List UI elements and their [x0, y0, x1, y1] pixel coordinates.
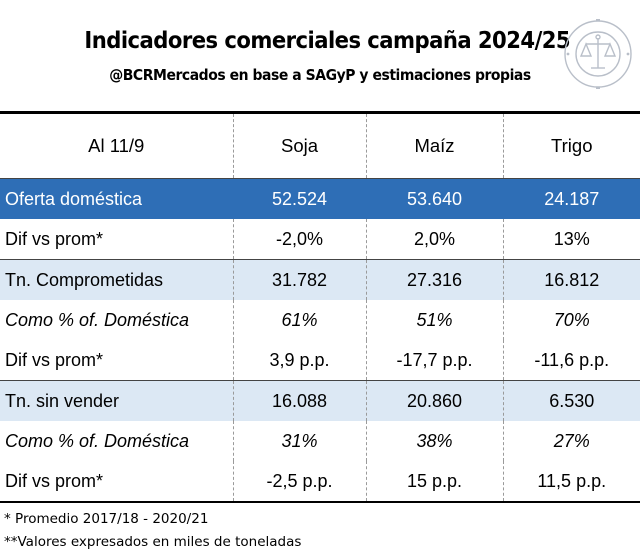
table-header-row: Al 11/9 Soja Maíz Trigo [0, 114, 640, 179]
table-row-comprometidas-dif: Dif vs prom* 3,9 p.p. -17,7 p.p. -11,6 p… [0, 340, 640, 381]
footnote-average: * Promedio 2017/18 - 2020/21 [4, 511, 209, 527]
table-row-dif-vs-prom: Dif vs prom* -2,0% 2,0% 13% [0, 219, 640, 260]
cell-maiz: 2,0% [365, 219, 503, 260]
cell-maiz: 15 p.p. [365, 461, 503, 503]
cell-maiz: 53.640 [365, 178, 503, 219]
cell-maiz: 38% [365, 421, 503, 461]
cell-trigo: 6.530 [502, 380, 640, 421]
top-rule [0, 111, 640, 114]
cell-soja: 52.524 [232, 178, 366, 219]
row-label: Como % of. Doméstica [5, 309, 190, 330]
row-label: Como % of. Doméstica [5, 430, 190, 451]
column-header-date: Al 11/9 [88, 135, 145, 156]
row-label: Tn. sin vender [0, 380, 233, 421]
table-row-tn-sin-vender: Tn. sin vender 16.088 20.860 6.530 [0, 380, 640, 421]
table-row-comprometidas-pct: Como % of. Doméstica 61% 51% 70% [0, 300, 640, 340]
footnotes: * Promedio 2017/18 - 2020/21 **Valores e… [4, 508, 301, 554]
bcr-seal-icon [564, 19, 632, 89]
table-row-tn-comprometidas: Tn. Comprometidas 31.782 27.316 16.812 [0, 259, 640, 300]
cell-soja: 16.088 [232, 380, 366, 421]
table-row-sin-vender-pct: Como % of. Doméstica 31% 38% 27% [0, 421, 640, 461]
cell-soja: 3,9 p.p. [232, 340, 366, 381]
column-header-trigo: Trigo [502, 114, 640, 179]
row-label: Tn. Comprometidas [0, 259, 233, 300]
indicators-table: Al 11/9 Soja Maíz Trigo Oferta doméstica… [0, 114, 640, 503]
cell-trigo: -11,6 p.p. [502, 340, 640, 381]
cell-soja: -2,0% [232, 219, 366, 260]
header: Indicadores comerciales campaña 2024/25 … [0, 0, 640, 104]
row-label: Dif vs prom* [0, 461, 233, 503]
page-subtitle: @BCRMercados en base a SAGyP y estimacio… [109, 66, 531, 84]
cell-trigo: 13% [502, 219, 640, 260]
cell-soja: 31% [232, 421, 366, 461]
cell-soja: 61% [232, 300, 366, 340]
cell-soja: -2,5 p.p. [232, 461, 366, 503]
row-label: Oferta doméstica [0, 178, 233, 219]
cell-trigo: 27% [502, 421, 640, 461]
table-row-oferta-domestica: Oferta doméstica 52.524 53.640 24.187 [0, 178, 640, 219]
cell-trigo: 16.812 [502, 259, 640, 300]
cell-trigo: 11,5 p.p. [502, 461, 640, 503]
cell-trigo: 70% [502, 300, 640, 340]
cell-maiz: 51% [365, 300, 503, 340]
cell-maiz: 20.860 [365, 380, 503, 421]
column-header-soja: Soja [232, 114, 366, 179]
cell-soja: 31.782 [232, 259, 366, 300]
cell-trigo: 24.187 [502, 178, 640, 219]
table-row-sin-vender-dif: Dif vs prom* -2,5 p.p. 15 p.p. 11,5 p.p. [0, 461, 640, 503]
cell-maiz: 27.316 [365, 259, 503, 300]
footnote-units: **Valores expresados en miles de tonelad… [4, 534, 302, 550]
cell-maiz: -17,7 p.p. [365, 340, 503, 381]
row-label: Dif vs prom* [5, 349, 104, 370]
row-label: Dif vs prom* [5, 228, 104, 249]
column-header-maiz: Maíz [365, 114, 503, 179]
page-title: Indicadores comerciales campaña 2024/25 [84, 28, 571, 54]
